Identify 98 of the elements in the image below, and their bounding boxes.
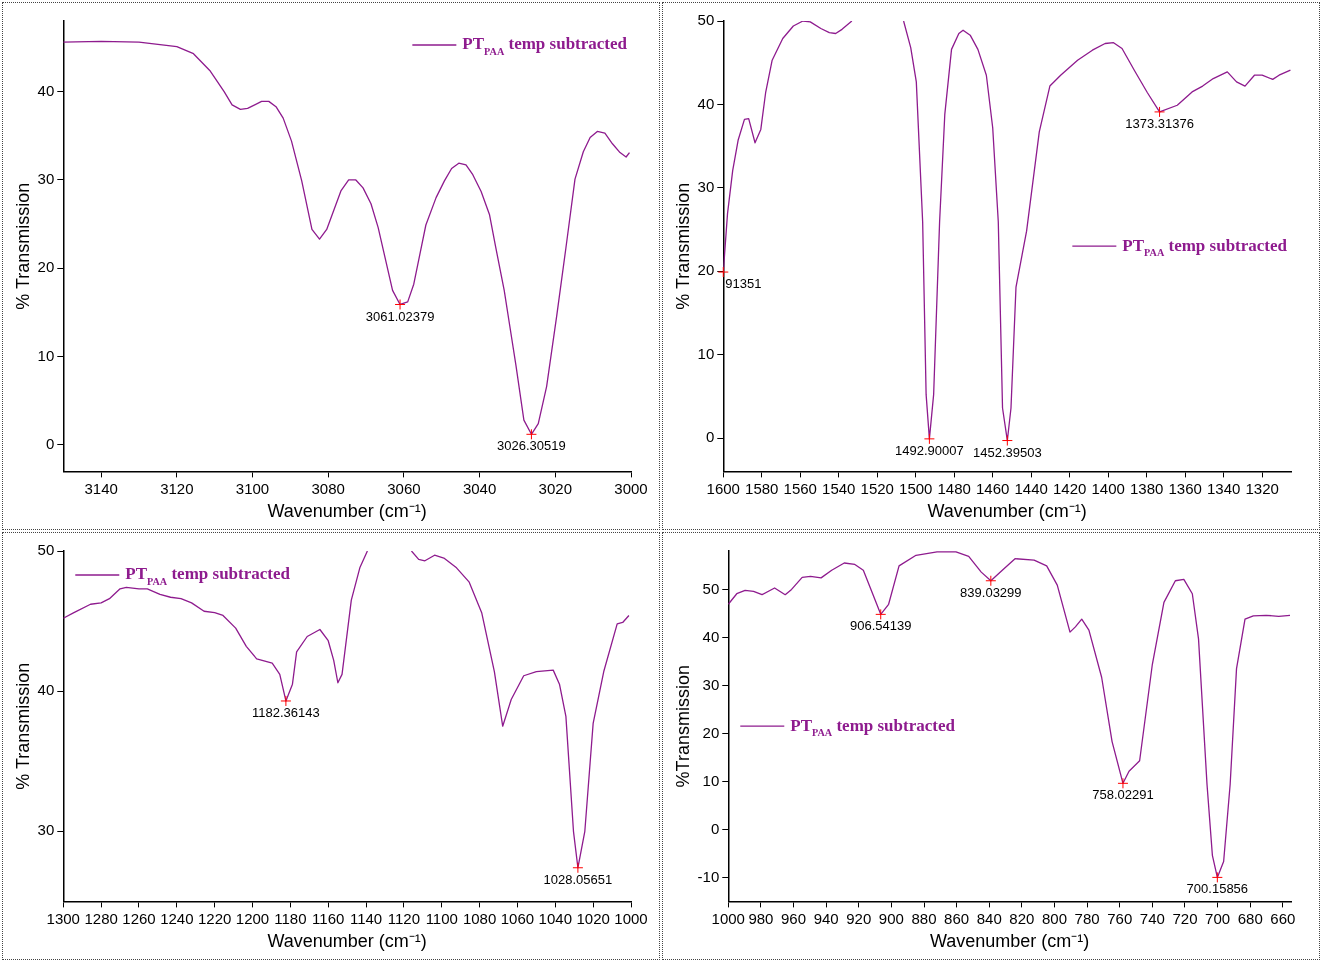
x-tick-label: 3120: [160, 479, 194, 497]
x-tick-label: 3020: [538, 479, 572, 497]
y-tick-label: 30: [697, 177, 715, 195]
y-tick-label: 50: [37, 541, 55, 559]
y-tick-label: 50: [702, 579, 720, 597]
y-tick-label: 10: [37, 346, 55, 364]
y-tick-label: 20: [702, 723, 720, 741]
annotation: 1028.05651: [543, 871, 613, 887]
x-tick-label: 3140: [84, 479, 118, 497]
x-tick-label: 1540: [822, 479, 856, 497]
annotation: 3061.02379: [365, 308, 435, 324]
x-tick-label: 1180: [274, 909, 307, 927]
x-tick-label: 1520: [860, 479, 894, 497]
x-tick-label: 1500: [899, 479, 933, 497]
x-tick-label: 3100: [235, 479, 270, 497]
x-axis-title: Wavenumber (cm⁻¹): [267, 501, 427, 522]
annotation: 1373.31376: [1125, 115, 1194, 131]
x-tick-label: 1160: [312, 909, 345, 927]
x-tick-label: 1260: [122, 909, 156, 927]
x-tick-label: 840: [976, 909, 1002, 927]
x-tick-label: 1100: [425, 909, 458, 927]
y-tick-label: 0: [705, 428, 715, 446]
y-axis-title: %Transmission: [672, 665, 693, 788]
x-tick-label: 1140: [349, 909, 383, 927]
x-tick-label: 1360: [1168, 479, 1202, 497]
x-tick-label: 1380: [1129, 479, 1164, 497]
x-tick-label: 800: [1041, 909, 1068, 927]
x-tick-label: 3040: [462, 479, 497, 497]
annotation: 906.54139: [849, 618, 912, 634]
x-tick-label: 1480: [937, 479, 971, 497]
x-tick-label: 1440: [1014, 479, 1048, 497]
x-tick-label: 820: [1009, 909, 1035, 927]
y-tick-label: 20: [37, 258, 55, 276]
x-axis-title: Wavenumber (cm⁻¹): [267, 931, 427, 952]
x-tick-label: 1320: [1245, 479, 1279, 497]
x-tick-label: 980: [748, 909, 774, 927]
x-tick-label: 1560: [783, 479, 817, 497]
x-tick-label: 920: [846, 909, 872, 927]
y-axis-title: % Transmission: [12, 182, 33, 310]
x-tick-label: 660: [1270, 909, 1296, 927]
x-tick-label: 1040: [538, 909, 572, 927]
x-tick-label: 1340: [1206, 479, 1241, 497]
y-axis-title: % Transmission: [672, 182, 693, 310]
y-tick-label: 0: [45, 435, 55, 453]
annotation: 839.03299: [960, 584, 1022, 600]
x-tick-label: 780: [1074, 909, 1100, 927]
x-tick-label: 3080: [311, 479, 345, 497]
annotation: 91351: [725, 276, 762, 292]
x-tick-label: 1060: [500, 909, 535, 927]
x-tick-label: 680: [1237, 909, 1263, 927]
x-tick-label: 1120: [387, 909, 421, 927]
annotation: 700.15856: [1186, 881, 1249, 897]
x-tick-label: 3000: [614, 479, 648, 497]
y-axis-title: % Transmission: [12, 662, 33, 790]
x-tick-label: 740: [1139, 909, 1165, 927]
x-tick-label: 1080: [462, 909, 497, 927]
x-tick-label: 1200: [235, 909, 270, 927]
x-axis-title: Wavenumber (cm⁻¹): [929, 931, 1090, 952]
x-tick-label: 960: [781, 909, 807, 927]
x-tick-label: 1280: [84, 909, 118, 927]
x-tick-label: 700: [1205, 909, 1231, 927]
x-tick-label: 1460: [976, 479, 1010, 497]
x-axis-title: Wavenumber (cm⁻¹): [927, 501, 1087, 522]
x-tick-label: 1420: [1053, 479, 1087, 497]
x-tick-label: 1020: [576, 909, 610, 927]
annotation: 3026.30519: [497, 438, 566, 454]
x-tick-label: 1000: [614, 909, 648, 927]
y-tick-label: 40: [37, 81, 55, 99]
annotation: 758.02291: [1092, 787, 1154, 803]
x-tick-label: 3060: [387, 479, 421, 497]
y-tick-label: -10: [697, 867, 720, 885]
annotation: 1182.36143: [252, 705, 320, 721]
y-tick-label: 50: [697, 11, 715, 29]
y-tick-label: 40: [37, 681, 55, 699]
x-tick-label: 720: [1172, 909, 1198, 927]
x-tick-label: 860: [944, 909, 970, 927]
x-tick-label: 1000: [711, 909, 745, 927]
x-tick-label: 900: [878, 909, 904, 927]
y-tick-label: 30: [37, 821, 55, 839]
x-tick-label: 1600: [706, 479, 740, 497]
annotation: 1452.39503: [972, 444, 1042, 460]
x-tick-label: 880: [911, 909, 937, 927]
x-tick-label: 1580: [745, 479, 779, 497]
x-tick-label: 1220: [197, 909, 232, 927]
annotation: 1492.90007: [895, 442, 964, 458]
x-tick-label: 760: [1107, 909, 1133, 927]
y-tick-label: 20: [697, 261, 715, 279]
y-tick-label: 10: [697, 344, 715, 362]
x-tick-label: 1240: [160, 909, 194, 927]
x-tick-label: 1300: [46, 909, 80, 927]
y-tick-label: 0: [710, 819, 720, 837]
y-tick-label: 10: [702, 771, 720, 789]
y-tick-label: 40: [697, 94, 715, 112]
y-tick-label: 40: [702, 627, 720, 645]
x-tick-label: 1400: [1091, 479, 1125, 497]
x-tick-label: 940: [813, 909, 839, 927]
y-tick-label: 30: [37, 170, 55, 188]
y-tick-label: 30: [702, 675, 720, 693]
